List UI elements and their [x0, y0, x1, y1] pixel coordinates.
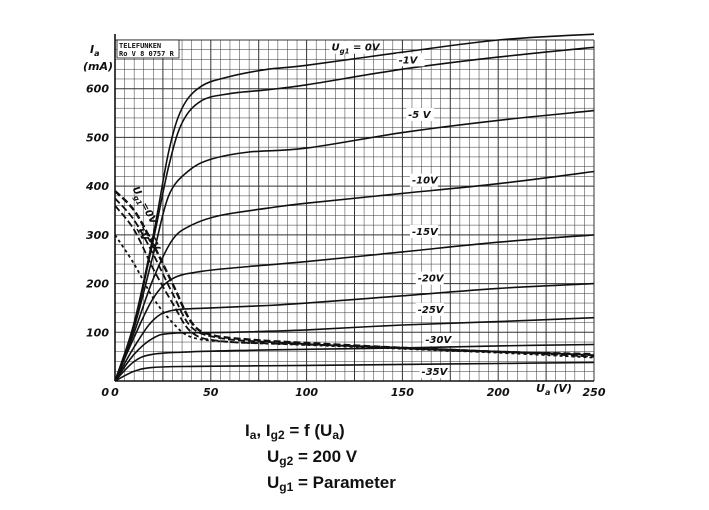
x-tick-label: 150 — [391, 386, 414, 399]
screen-current-curve — [114, 205, 595, 358]
tube-characteristic-chart: 0 50 100 150 200 250 100 200 300 400 500 600 0 Ug1 =… — [83, 33, 606, 399]
curve-label: -5 V — [408, 110, 432, 121]
curve-label-bg — [406, 107, 435, 121]
curve-label: -15V — [412, 227, 439, 238]
curve-label-bg — [415, 271, 444, 285]
anode-current-curve — [114, 316, 595, 382]
anode-current-curve — [114, 234, 595, 382]
curve-label: Ug1 = 0V — [332, 43, 381, 56]
curve-label-bg — [396, 53, 425, 67]
curve-label: -35V — [422, 367, 449, 378]
curve-label-bg — [419, 365, 448, 379]
screen-current-curve — [114, 234, 595, 359]
curve-label-bg — [409, 173, 438, 187]
anode-current-curves — [114, 33, 595, 382]
curve-label-bg — [423, 333, 452, 347]
grid — [114, 39, 595, 382]
x-axis-label: Ua (V) — [536, 382, 572, 397]
x-tick-label: 250 — [583, 386, 606, 399]
caption-line-1: Ia, Ig2 = f (Ua) — [245, 421, 345, 442]
curve-label-bg — [409, 224, 438, 238]
maker-label-line-2: Ro V 8 0757 R — [119, 50, 175, 58]
curve-label-bg — [329, 40, 368, 54]
curve-label: -25V — [418, 305, 445, 316]
anode-current-curve — [114, 282, 595, 382]
screen-current-curve — [114, 197, 595, 357]
maker-label-box: TELEFUNKEN Ro V 8 0757 R — [116, 39, 180, 59]
anode-current-curve — [114, 33, 595, 382]
screen-current-curves — [114, 190, 595, 359]
curve-label: -1V — [399, 55, 419, 66]
x-tick-label: 50 — [203, 386, 219, 399]
curve-label: -30V — [425, 335, 452, 346]
y-tick-label: 400 — [85, 180, 109, 193]
x-tick-label: 0 — [111, 386, 119, 399]
y-tick-label: 100 — [86, 326, 109, 339]
x-tick-label: 200 — [487, 386, 510, 399]
y-tick-label: 200 — [86, 278, 109, 291]
origin-tick-label: 0 — [101, 386, 109, 399]
y-tick-label: 500 — [86, 131, 109, 144]
anode-current-curve — [114, 109, 595, 382]
caption-line-2: Ug2 = 200 V — [267, 447, 358, 468]
y-tick-label: 600 — [86, 83, 109, 96]
x-tick-label: 100 — [295, 386, 318, 399]
anode-current-curve — [114, 170, 595, 382]
tick-labels: 0 50 100 150 200 250 100 200 300 400 500 600 0 — [85, 83, 606, 399]
axes — [114, 34, 594, 382]
caption: Ia, Ig2 = f (Ua) Ug2 = 200 V Ug1 = Param… — [245, 420, 396, 498]
y-axis-label: Ia — [90, 43, 100, 58]
y-tick-label: 300 — [86, 229, 109, 242]
curve-label-bg — [415, 302, 444, 316]
anode-current-curve — [114, 46, 595, 382]
maker-label-line-1: TELEFUNKEN — [119, 42, 161, 50]
anode-current-curve — [114, 343, 595, 382]
anode-current-curve — [114, 361, 595, 382]
curve-label: -10V — [412, 176, 439, 187]
caption-line-3: Ug1 = Parameter — [267, 473, 396, 494]
y-axis-unit: (mA) — [83, 60, 113, 73]
curve-label: -20V — [418, 274, 445, 285]
